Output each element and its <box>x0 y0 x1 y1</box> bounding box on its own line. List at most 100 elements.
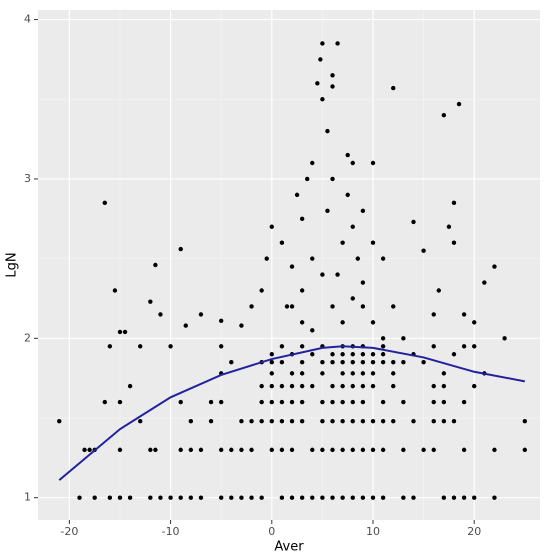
point <box>421 248 426 253</box>
point <box>299 383 305 389</box>
point <box>401 495 406 500</box>
point <box>289 447 295 453</box>
point <box>279 399 285 405</box>
point <box>451 418 457 424</box>
point <box>451 200 457 206</box>
point <box>380 344 386 349</box>
point <box>330 304 335 309</box>
point <box>330 495 335 500</box>
point <box>370 371 376 376</box>
point <box>391 360 396 365</box>
point <box>320 447 325 453</box>
point <box>431 399 436 405</box>
point <box>82 447 87 453</box>
point <box>401 399 406 405</box>
point <box>107 495 113 500</box>
point <box>279 418 285 424</box>
point <box>380 352 386 357</box>
point <box>472 320 477 325</box>
point <box>360 280 366 285</box>
point <box>153 262 158 268</box>
point <box>107 344 113 349</box>
point <box>279 447 285 453</box>
point <box>330 418 335 424</box>
point <box>340 383 345 389</box>
point <box>117 399 123 405</box>
point <box>264 256 269 261</box>
point <box>340 352 345 357</box>
point <box>138 418 143 424</box>
point <box>340 418 345 424</box>
point <box>411 418 416 424</box>
point <box>289 383 295 389</box>
point <box>294 192 300 198</box>
point <box>370 418 376 424</box>
point <box>315 81 320 86</box>
point <box>138 344 143 349</box>
point <box>492 495 497 500</box>
point <box>441 495 447 500</box>
point <box>320 399 325 405</box>
point <box>340 240 345 245</box>
point <box>350 360 355 365</box>
point <box>310 352 315 357</box>
point <box>360 447 366 453</box>
point <box>350 399 355 405</box>
point <box>299 288 305 293</box>
point <box>269 399 274 405</box>
point <box>330 84 335 89</box>
point <box>289 495 295 500</box>
point <box>391 418 396 424</box>
point <box>249 418 254 424</box>
point <box>320 418 325 424</box>
point <box>239 447 244 453</box>
point <box>421 447 426 453</box>
point <box>318 57 323 62</box>
point <box>269 383 274 389</box>
point <box>122 329 128 335</box>
point <box>279 344 285 349</box>
point <box>370 320 376 325</box>
point <box>289 304 295 309</box>
point <box>284 304 290 309</box>
point <box>218 447 224 453</box>
point <box>148 447 153 453</box>
point <box>325 128 330 134</box>
point <box>259 288 264 293</box>
point <box>310 328 315 333</box>
point <box>461 312 467 317</box>
point <box>330 176 335 182</box>
point <box>320 41 325 46</box>
point <box>360 371 366 376</box>
point <box>380 336 386 341</box>
point <box>249 447 254 453</box>
point <box>320 272 325 277</box>
point <box>148 495 153 500</box>
point <box>370 447 376 453</box>
point <box>299 418 305 424</box>
y-tick-label: 3 <box>24 172 31 185</box>
point <box>350 352 355 357</box>
point <box>178 447 183 453</box>
point <box>279 360 285 365</box>
point <box>198 495 204 500</box>
point <box>482 280 487 285</box>
point <box>441 418 447 424</box>
point <box>350 224 355 229</box>
point <box>441 383 447 389</box>
point <box>239 495 244 500</box>
point <box>340 495 345 500</box>
point <box>340 360 345 365</box>
point <box>289 399 295 405</box>
point <box>330 399 335 405</box>
point <box>148 299 153 304</box>
point <box>229 447 234 453</box>
point <box>401 360 406 365</box>
point <box>188 447 194 453</box>
point <box>431 447 436 453</box>
point <box>436 288 441 293</box>
point <box>441 112 447 118</box>
point <box>431 383 436 389</box>
point <box>472 344 477 349</box>
point <box>218 318 224 323</box>
